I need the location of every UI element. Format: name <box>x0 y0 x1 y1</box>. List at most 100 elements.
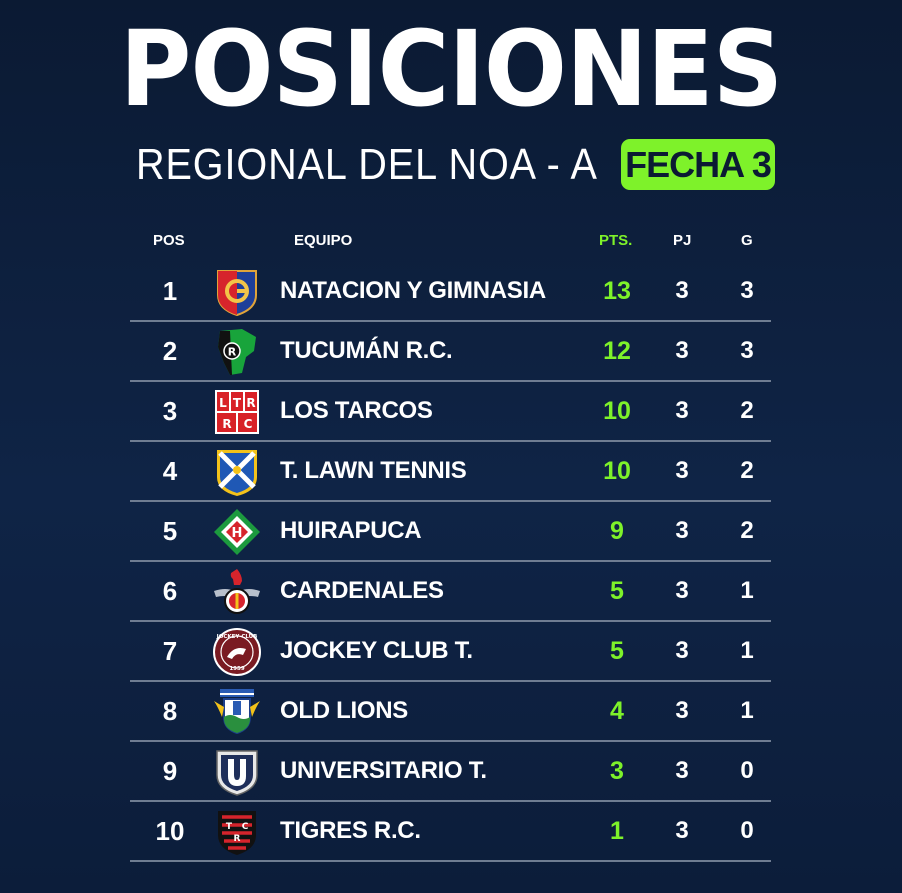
won-cell: 0 <box>740 817 754 844</box>
team-name-cell: OLD LIONS <box>280 697 408 724</box>
svg-text:1959: 1959 <box>229 666 244 672</box>
won-cell: 2 <box>740 457 754 484</box>
played-cell: 3 <box>675 697 689 724</box>
row-divider <box>130 560 771 562</box>
won-cell: 0 <box>740 757 754 784</box>
svg-text:L: L <box>219 396 227 410</box>
position-cell: 4 <box>162 456 178 486</box>
row-divider <box>130 320 771 322</box>
position-cell: 7 <box>162 636 178 666</box>
row-divider <box>130 680 771 682</box>
svg-text:T: T <box>226 822 233 832</box>
played-cell: 3 <box>675 457 689 484</box>
svg-text:H: H <box>232 526 243 541</box>
header-team: EQUIPO <box>294 232 353 249</box>
row-divider <box>130 800 771 802</box>
team-name-cell: NATACION Y GIMNASIA <box>280 277 546 304</box>
won-cell: 2 <box>740 397 754 424</box>
played-cell: 3 <box>675 637 689 664</box>
played-cell: 3 <box>675 817 689 844</box>
row-divider <box>130 380 771 382</box>
universitario-crest-icon <box>212 747 262 797</box>
huirapuca-crest-icon: H <box>212 507 262 557</box>
row-divider <box>130 620 771 622</box>
svg-text:R: R <box>222 417 231 431</box>
table-row: 3 L T R R C LOS TARCOS 10 3 2 <box>130 382 771 442</box>
tucuman-rc-crest-icon: R <box>212 327 262 377</box>
won-cell: 2 <box>740 517 754 544</box>
table-row: 7 JOCKEY CLUB 1959 JOCKEY CLUB T. 5 3 1 <box>130 622 771 682</box>
position-cell: 10 <box>155 816 185 846</box>
position-cell: 3 <box>162 396 178 426</box>
table-row: 6 CARDENALES 5 3 1 <box>130 562 771 622</box>
played-cell: 3 <box>675 337 689 364</box>
won-cell: 3 <box>740 277 754 304</box>
cardenales-crest-icon <box>212 567 262 617</box>
table-row: 10 T C R TIGRES R.C. 1 3 0 <box>130 802 771 862</box>
table-row: 8 OLD LIONS 4 3 1 <box>130 682 771 742</box>
header-pos: POS <box>153 232 185 249</box>
table-row: 4 T. LAWN TENNIS 10 3 2 <box>130 442 771 502</box>
svg-text:JOCKEY CLUB: JOCKEY CLUB <box>216 634 258 640</box>
position-cell: 5 <box>162 516 178 546</box>
table-row: 2 R TUCUMÁN R.C. 12 3 3 <box>130 322 771 382</box>
row-divider <box>130 860 771 862</box>
svg-text:R: R <box>228 346 237 359</box>
position-cell: 8 <box>162 696 178 726</box>
points-cell: 4 <box>610 697 624 725</box>
position-cell: 9 <box>162 756 178 786</box>
header-g: G <box>741 232 753 249</box>
points-cell: 12 <box>603 337 631 365</box>
played-cell: 3 <box>675 577 689 604</box>
points-cell: 5 <box>610 637 624 665</box>
svg-text:R: R <box>246 396 255 410</box>
points-cell: 10 <box>603 457 631 485</box>
svg-text:R: R <box>234 834 241 844</box>
points-cell: 3 <box>610 757 624 785</box>
natacion-gimnasia-crest-icon <box>212 267 262 317</box>
jockey-club-crest-icon: JOCKEY CLUB 1959 <box>212 627 262 677</box>
points-cell: 10 <box>603 397 631 425</box>
team-name-cell: TUCUMÁN R.C. <box>280 337 453 364</box>
row-divider <box>130 440 771 442</box>
table-row: 9 UNIVERSITARIO T. 3 3 0 <box>130 742 771 802</box>
position-cell: 1 <box>162 276 178 306</box>
won-cell: 1 <box>740 637 754 664</box>
team-name-cell: TIGRES R.C. <box>280 817 421 844</box>
played-cell: 3 <box>675 397 689 424</box>
played-cell: 3 <box>675 277 689 304</box>
points-cell: 9 <box>610 517 624 545</box>
team-name-cell: JOCKEY CLUB T. <box>280 637 473 664</box>
points-cell: 13 <box>603 277 631 305</box>
team-name-cell: HUIRAPUCA <box>280 517 422 544</box>
won-cell: 3 <box>740 337 754 364</box>
won-cell: 1 <box>740 577 754 604</box>
header-pts: PTS. <box>599 232 633 249</box>
round-badge: FECHA 3 <box>621 139 775 190</box>
svg-text:C: C <box>242 822 249 832</box>
points-cell: 1 <box>610 817 624 845</box>
table-row: 1 NATACION Y GIMNASIA 13 3 3 <box>130 262 771 322</box>
row-divider <box>130 740 771 742</box>
won-cell: 1 <box>740 697 754 724</box>
header-pj: PJ <box>673 232 692 249</box>
position-cell: 6 <box>162 576 178 606</box>
team-name-cell: LOS TARCOS <box>280 397 433 424</box>
played-cell: 3 <box>675 517 689 544</box>
lawn-tennis-crest-icon <box>212 447 262 497</box>
svg-text:C: C <box>244 417 253 431</box>
league-subtitle: REGIONAL DEL NOA - A <box>136 140 598 189</box>
points-cell: 5 <box>610 577 624 605</box>
svg-text:T: T <box>233 396 242 410</box>
old-lions-crest-icon <box>212 687 262 737</box>
played-cell: 3 <box>675 757 689 784</box>
team-name-cell: UNIVERSITARIO T. <box>280 757 487 784</box>
table-row: 5 H HUIRAPUCA 9 3 2 <box>130 502 771 562</box>
row-divider <box>130 500 771 502</box>
team-name-cell: CARDENALES <box>280 577 444 604</box>
team-name-cell: T. LAWN TENNIS <box>280 457 467 484</box>
page-title: POSICIONES <box>119 8 783 130</box>
position-cell: 2 <box>162 336 178 366</box>
